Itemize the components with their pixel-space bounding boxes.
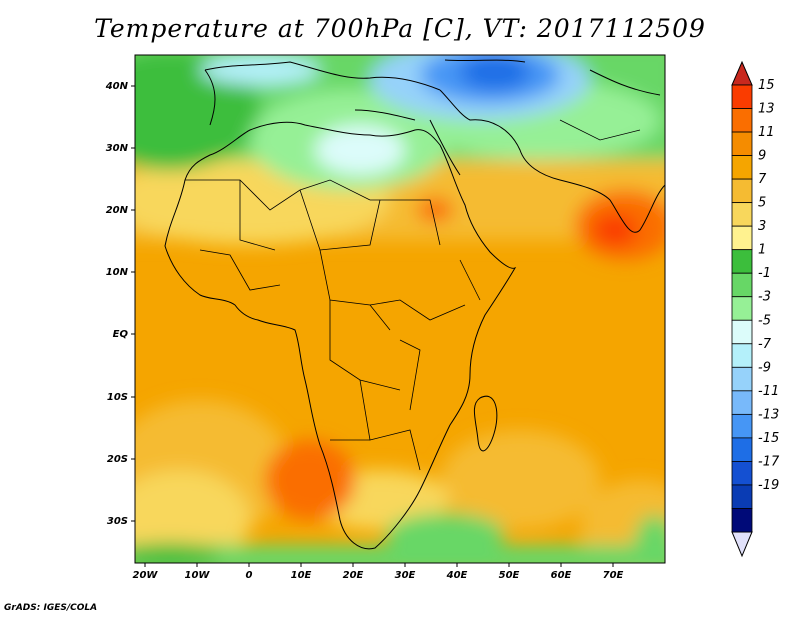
lon-label-70e: 70E [603, 570, 624, 581]
colorbar-segment [731, 108, 753, 133]
colorbar-label: 15 [758, 78, 775, 93]
colorbar: 15 13 11 9 7 5 3 1 -1 -3 -5 -7 -9 -11 -13 -15 -17 -19 [731, 60, 780, 558]
colorbar-label: -17 [758, 454, 780, 469]
lat-label-eq: EQ [113, 329, 129, 340]
colorbar-segment [731, 131, 753, 156]
lon-label-20w: 20W [133, 570, 159, 581]
colorbar-segment [731, 178, 753, 204]
colorbar-label: -19 [758, 478, 779, 493]
colorbar-segment [731, 296, 753, 321]
coastlines [164, 59, 665, 550]
lon-label-10e: 10E [291, 570, 312, 581]
colorbar-segment [731, 202, 753, 227]
colorbar-label: 13 [758, 102, 775, 117]
colorbar-segment [731, 508, 753, 533]
plot-frame [134, 54, 666, 564]
lat-label-20n: 20N [106, 205, 129, 216]
colorbar-segment [731, 390, 753, 415]
colorbar-label: -5 [758, 313, 771, 328]
colorbar-label: 11 [758, 125, 775, 140]
colorbar-segment [731, 225, 753, 251]
colorbar-label: 1 [758, 243, 766, 258]
colorbar-label: 5 [758, 196, 766, 211]
lat-label-30n: 30N [106, 143, 129, 154]
colorbar-segment [731, 366, 753, 392]
lat-label-20s: 20S [107, 454, 128, 465]
colorbar-label: -7 [758, 337, 772, 352]
colorbar-bottom-arrow [731, 531, 753, 558]
colorbar-segment [731, 319, 753, 345]
temperature-field [135, 55, 665, 563]
colorbar-label: -1 [758, 266, 771, 281]
lon-label-10w: 10W [185, 570, 211, 581]
colorbar-label: 9 [758, 149, 766, 164]
colorbar-label: -13 [758, 407, 779, 422]
longitude-axis: 20W 10W 0 10E 20E 30E 40E 50E 60E 70E [133, 563, 624, 581]
colorbar-segment [731, 343, 753, 368]
colorbar-label: 3 [758, 219, 766, 234]
lon-label-30e: 30E [395, 570, 416, 581]
colorbar-segment [731, 249, 753, 274]
colorbar-segment [731, 272, 753, 298]
lat-label-40n: 40N [105, 81, 129, 92]
lon-label-60e: 60E [551, 570, 572, 581]
lat-label-30s: 30S [107, 516, 128, 527]
country-borders [185, 119, 641, 471]
lat-label-10s: 10S [107, 392, 128, 403]
lon-label-0: 0 [246, 570, 253, 581]
colorbar-segment [731, 484, 753, 509]
colorbar-segment [731, 413, 753, 439]
colorbar-top-arrow [731, 60, 753, 86]
lon-label-20e: 20E [343, 570, 364, 581]
lon-label-40e: 40E [446, 570, 468, 581]
map-title: Temperature at 700hPa [C], VT: 201711250… [94, 14, 706, 43]
colorbar-label: -9 [758, 360, 771, 375]
lon-label-50e: 50E [499, 570, 520, 581]
colorbar-segment [731, 437, 753, 462]
colorbar-label: -11 [758, 384, 779, 399]
colorbar-segment [731, 461, 753, 486]
credit-text: GrADS: IGES/COLA [4, 603, 98, 613]
colorbar-segment [731, 155, 753, 180]
colorbar-label: -3 [758, 290, 771, 305]
colorbar-label: 7 [758, 172, 767, 187]
colorbar-label: -15 [758, 431, 779, 446]
latitude-axis: 40N 30N 20N 10N EQ 10S 20S 30S [105, 81, 135, 527]
colorbar-segment [731, 84, 753, 109]
lat-label-10n: 10N [106, 267, 129, 278]
